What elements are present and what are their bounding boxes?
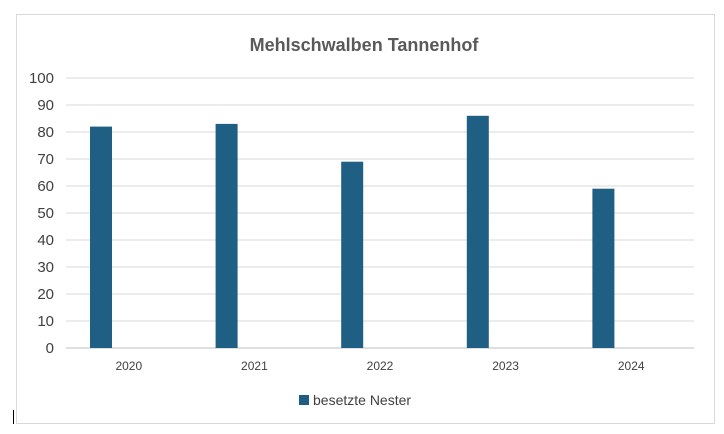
bar-2021 [215,123,238,349]
y-tick-label: 10 [37,313,54,330]
x-tick-label: 2020 [115,359,142,373]
y-axis-ticks: 0 10 20 30 40 50 60 70 80 90 100 [29,70,54,357]
y-tick-label: 70 [37,151,54,168]
y-tick-label: 80 [37,124,54,141]
x-tick-label: 2022 [367,359,394,373]
y-tick-label: 30 [37,259,54,276]
y-tick-label: 40 [37,232,54,249]
y-tick-label: 20 [37,286,54,303]
y-tick-label: 60 [37,178,54,195]
chart-title: Mehlschwalben Tannenhof [250,35,480,55]
bar-2024 [592,188,615,348]
text-cursor [13,410,14,424]
bars [90,115,615,349]
bar-2020 [90,126,112,348]
legend: besetzte Nester [299,392,411,408]
y-tick-label: 100 [29,70,54,87]
y-tick-label: 90 [37,97,54,114]
legend-label: besetzte Nester [313,392,411,408]
y-tick-label: 0 [46,340,54,357]
gridlines [66,77,694,349]
bar-2022 [341,161,364,348]
x-tick-label: 2023 [492,359,519,373]
y-tick-label: 50 [37,205,54,222]
x-axis-ticks: 2020 2021 2022 2023 2024 [115,359,644,373]
bar-2023 [466,115,489,348]
legend-swatch [299,395,309,405]
x-tick-label: 2021 [241,359,268,373]
x-tick-label: 2024 [618,359,645,373]
